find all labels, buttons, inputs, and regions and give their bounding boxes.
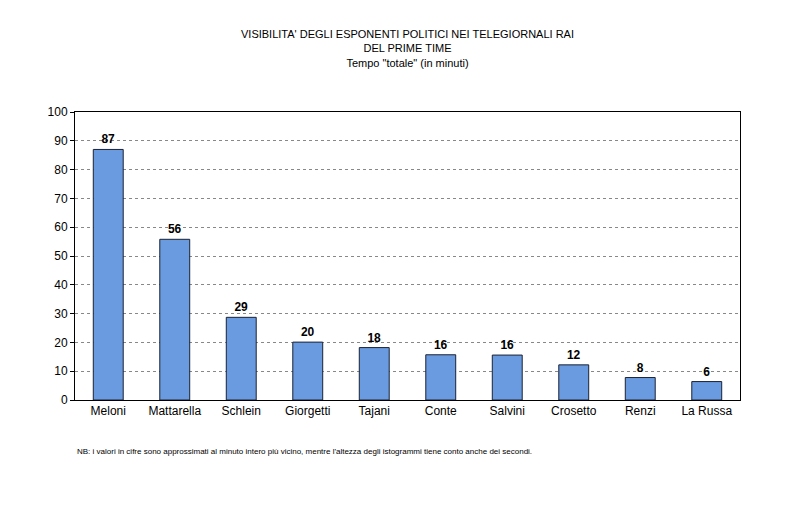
svg-text:6: 6 — [703, 365, 710, 379]
svg-text:12: 12 — [567, 348, 581, 362]
svg-text:80: 80 — [54, 163, 68, 177]
svg-text:Salvini: Salvini — [490, 404, 525, 418]
svg-text:VISIBILITA' DEGLI ESPONENTI PO: VISIBILITA' DEGLI ESPONENTI POLITICI NEI… — [241, 28, 574, 69]
svg-text:50: 50 — [54, 249, 68, 263]
svg-text:10: 10 — [54, 364, 68, 378]
svg-text:16: 16 — [500, 338, 514, 352]
svg-text:Giorgetti: Giorgetti — [285, 404, 330, 418]
svg-text:40: 40 — [54, 278, 68, 292]
svg-text:NB: i valori in cifre sono app: NB: i valori in cifre sono approssimati … — [77, 447, 532, 456]
svg-text:56: 56 — [168, 222, 182, 236]
svg-text:70: 70 — [54, 192, 68, 206]
svg-text:30: 30 — [54, 307, 68, 321]
svg-text:Meloni: Meloni — [91, 404, 126, 418]
svg-text:18: 18 — [367, 331, 381, 345]
svg-text:Renzi: Renzi — [625, 404, 656, 418]
svg-text:20: 20 — [54, 336, 68, 350]
svg-text:100: 100 — [48, 105, 68, 119]
svg-text:8: 8 — [637, 361, 644, 375]
svg-text:29: 29 — [234, 300, 248, 314]
svg-text:Crosetto: Crosetto — [551, 404, 597, 418]
svg-text:60: 60 — [54, 220, 68, 234]
svg-text:87: 87 — [101, 132, 115, 146]
svg-text:Mattarella: Mattarella — [148, 404, 201, 418]
svg-text:Conte: Conte — [425, 404, 457, 418]
svg-text:La Russa: La Russa — [681, 404, 732, 418]
svg-text:20: 20 — [301, 325, 315, 339]
svg-text:90: 90 — [54, 134, 68, 148]
svg-text:Schlein: Schlein — [222, 404, 261, 418]
svg-text:0: 0 — [61, 393, 68, 407]
svg-text:Tajani: Tajani — [359, 404, 390, 418]
svg-text:16: 16 — [434, 338, 448, 352]
